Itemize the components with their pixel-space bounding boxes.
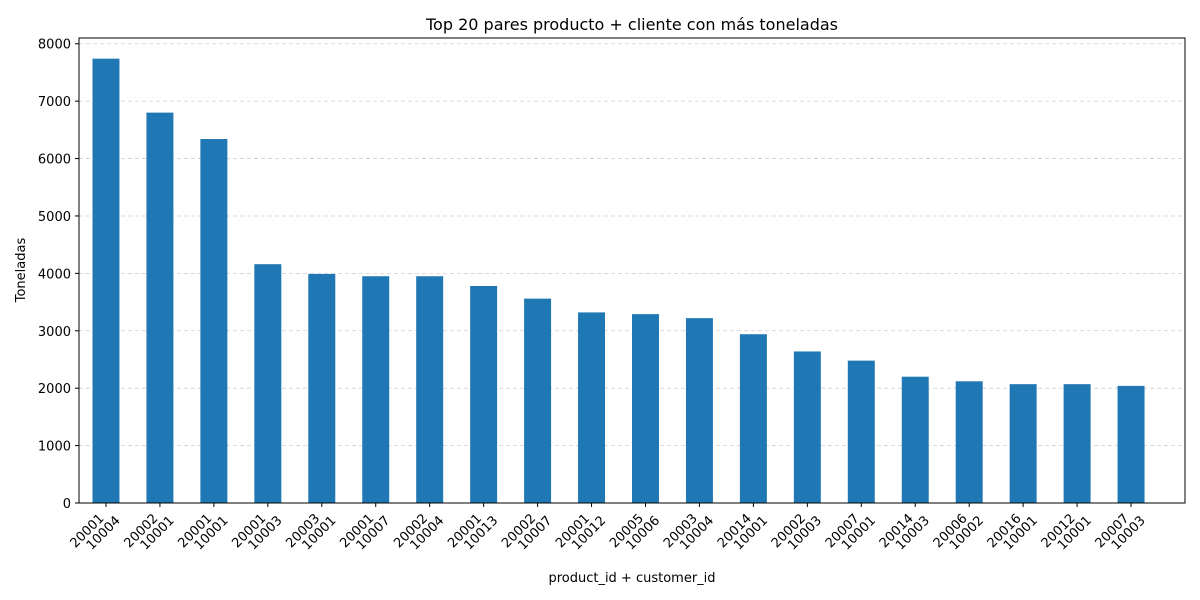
chart-title: Top 20 pares producto + cliente con más … (425, 15, 838, 34)
y-tick-label: 3000 (38, 325, 71, 340)
bar-20003-10004 (685, 318, 713, 503)
y-tick-label: 1000 (38, 440, 71, 455)
bar-20001-10001 (200, 139, 228, 503)
bar-20014-10003 (901, 376, 929, 503)
bar-20012-10001 (1063, 384, 1091, 503)
bar-20001-10007 (362, 276, 390, 503)
bar-20001-10004 (92, 58, 120, 504)
bar-20002-10001 (146, 112, 174, 503)
bar-layer (92, 58, 1145, 504)
bar-20016-10001 (1009, 384, 1037, 503)
bar-20014-10001 (739, 334, 767, 503)
y-tick-label: 4000 (38, 267, 71, 282)
bar-20005-10006 (632, 314, 659, 503)
bar-20001-10013 (470, 286, 498, 503)
bar-20002-10007 (524, 298, 552, 503)
y-tick-label: 6000 (38, 153, 71, 168)
plot-frame (78, 37, 1186, 504)
x-axis-label: product_id + customer_id (548, 571, 715, 586)
y-tick-label: 0 (63, 497, 71, 512)
bar-20003-10001 (308, 273, 336, 503)
bar-20002-10004 (416, 276, 444, 503)
bar-20001-10012 (578, 312, 606, 503)
bar-20002-10003 (793, 351, 821, 503)
y-axis-label: Toneladas (14, 238, 29, 304)
y-tick-label: 2000 (38, 382, 71, 397)
y-tick-label: 7000 (38, 95, 71, 110)
y-tick-label: 5000 (38, 210, 71, 225)
bar-20007-10003 (1117, 385, 1145, 503)
bar-20007-10001 (847, 360, 875, 503)
y-tick-label: 8000 (38, 38, 71, 53)
bar-20006-10002 (955, 381, 983, 503)
bar-20001-10003 (254, 264, 282, 503)
